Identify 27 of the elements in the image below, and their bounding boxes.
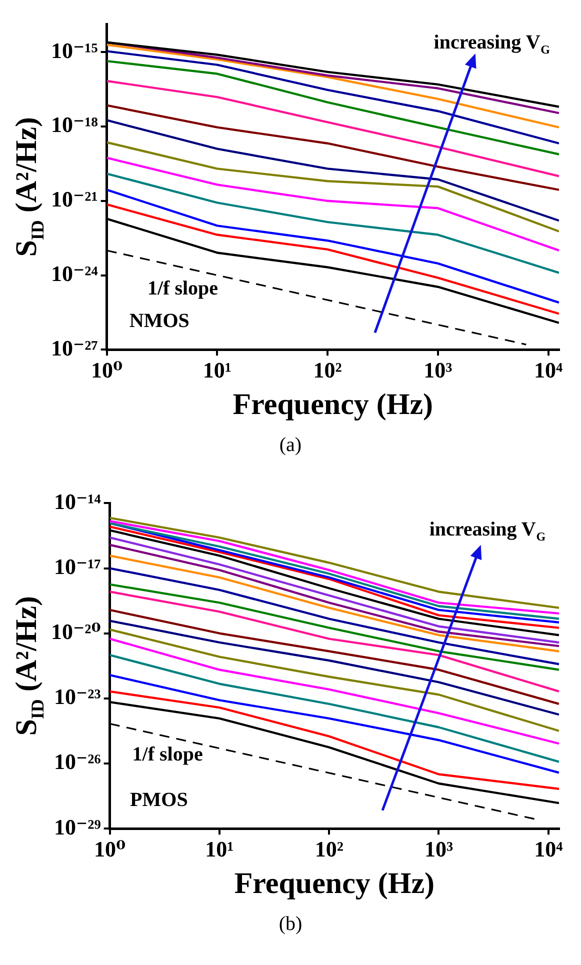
annotation: NMOS bbox=[129, 310, 190, 332]
x-tick-label: 10³ bbox=[424, 836, 454, 862]
y-tick-label: 10⁻¹⁷ bbox=[54, 554, 102, 579]
y-tick-label: 10⁻¹⁸ bbox=[50, 112, 98, 138]
x-tick-label: 10⁴ bbox=[534, 836, 564, 862]
annotation: 1/f slope bbox=[148, 277, 218, 300]
y-tick-label: 10⁻²⁶ bbox=[54, 749, 102, 774]
y-tick-label: 10⁻²³ bbox=[54, 684, 102, 710]
annotation: PMOS bbox=[130, 788, 188, 811]
x-axis-title: Frequency (Hz) bbox=[232, 388, 434, 421]
x-tick-label: 10² bbox=[314, 836, 344, 862]
x-tick-label: 10¹ bbox=[205, 836, 234, 862]
annotation: 1/f slope bbox=[132, 743, 203, 766]
y-axis-title: SID (A²/Hz) bbox=[10, 596, 48, 736]
y-tick-label: 10⁻²⁰ bbox=[51, 619, 102, 644]
y-tick-label: 10⁻²⁴ bbox=[50, 260, 98, 286]
x-tick-label: 10⁴ bbox=[534, 357, 563, 382]
x-tick-label: 10² bbox=[313, 357, 342, 382]
y-tick-label: 10⁻²¹ bbox=[50, 186, 98, 212]
text: (b) bbox=[278, 913, 304, 936]
x-tick-label: 10¹ bbox=[202, 357, 232, 382]
text: (a) bbox=[278, 434, 303, 457]
y-tick-label: 10⁻¹⁴ bbox=[54, 488, 102, 514]
y-axis-title: SID (A²/Hz) bbox=[10, 116, 48, 257]
y-tick-label: 10⁻¹⁵ bbox=[50, 38, 98, 63]
x-tick-label: 10³ bbox=[424, 357, 453, 382]
x-axis-title: Frequency (Hz) bbox=[234, 866, 435, 900]
